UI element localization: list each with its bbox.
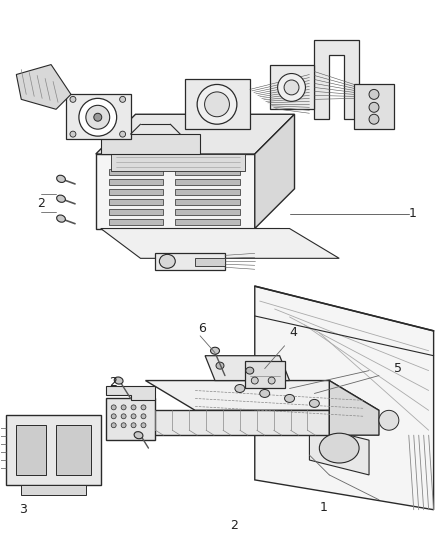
Polygon shape: [205, 356, 290, 381]
Bar: [109, 189, 163, 195]
Ellipse shape: [131, 414, 136, 419]
Ellipse shape: [141, 405, 146, 410]
Bar: [109, 179, 163, 185]
Ellipse shape: [70, 96, 76, 102]
Polygon shape: [101, 134, 200, 154]
Polygon shape: [185, 79, 250, 129]
Polygon shape: [7, 415, 101, 485]
Ellipse shape: [111, 405, 116, 410]
Ellipse shape: [369, 90, 379, 99]
Bar: [109, 208, 163, 215]
Ellipse shape: [111, 414, 116, 419]
Polygon shape: [21, 485, 86, 495]
Polygon shape: [106, 399, 155, 440]
Bar: [109, 169, 163, 175]
Bar: [175, 189, 240, 195]
Ellipse shape: [131, 423, 136, 428]
Ellipse shape: [70, 131, 76, 137]
Ellipse shape: [57, 215, 65, 222]
Ellipse shape: [309, 399, 319, 407]
Bar: [175, 199, 240, 205]
Bar: [175, 208, 240, 215]
Ellipse shape: [114, 377, 123, 384]
Ellipse shape: [141, 414, 146, 419]
Ellipse shape: [216, 362, 224, 369]
Ellipse shape: [141, 423, 146, 428]
Polygon shape: [120, 229, 300, 244]
Bar: [175, 219, 240, 224]
Polygon shape: [145, 410, 329, 435]
Text: 3: 3: [19, 503, 27, 516]
Polygon shape: [245, 361, 285, 389]
Text: 1: 1: [319, 501, 327, 514]
Ellipse shape: [79, 99, 117, 136]
Ellipse shape: [284, 80, 299, 95]
Polygon shape: [16, 64, 71, 109]
Text: 6: 6: [198, 322, 206, 335]
Polygon shape: [314, 40, 359, 119]
Ellipse shape: [197, 84, 237, 124]
Bar: [175, 169, 240, 175]
Polygon shape: [96, 114, 294, 154]
Polygon shape: [96, 154, 255, 229]
Ellipse shape: [121, 405, 126, 410]
Ellipse shape: [205, 92, 230, 117]
Ellipse shape: [57, 195, 65, 203]
Ellipse shape: [57, 175, 65, 182]
Text: 5: 5: [394, 362, 402, 375]
Ellipse shape: [278, 74, 305, 101]
Ellipse shape: [211, 348, 219, 354]
Ellipse shape: [235, 384, 245, 392]
Bar: [109, 199, 163, 205]
Ellipse shape: [379, 410, 399, 430]
Bar: [175, 179, 240, 185]
Polygon shape: [329, 381, 379, 435]
Ellipse shape: [159, 254, 175, 268]
Polygon shape: [56, 425, 91, 475]
Ellipse shape: [131, 405, 136, 410]
Polygon shape: [16, 425, 46, 475]
Polygon shape: [270, 64, 314, 109]
Polygon shape: [309, 425, 369, 475]
Text: 2: 2: [109, 376, 117, 389]
Polygon shape: [145, 381, 379, 410]
Ellipse shape: [319, 433, 359, 463]
Bar: [111, 154, 245, 171]
Polygon shape: [106, 385, 155, 400]
Ellipse shape: [121, 423, 126, 428]
Ellipse shape: [120, 131, 126, 137]
Polygon shape: [354, 84, 394, 129]
Ellipse shape: [268, 377, 275, 384]
Ellipse shape: [94, 114, 102, 121]
Ellipse shape: [120, 96, 126, 102]
Polygon shape: [255, 114, 294, 229]
Ellipse shape: [111, 423, 116, 428]
Ellipse shape: [369, 102, 379, 112]
Polygon shape: [101, 229, 339, 259]
Ellipse shape: [251, 377, 258, 384]
Ellipse shape: [285, 394, 294, 402]
Text: 4: 4: [290, 326, 297, 340]
Text: 2: 2: [37, 197, 45, 210]
Polygon shape: [155, 253, 225, 270]
Ellipse shape: [121, 414, 126, 419]
Text: 2: 2: [230, 519, 238, 532]
Ellipse shape: [134, 432, 143, 439]
Text: 1: 1: [409, 207, 417, 220]
Polygon shape: [195, 259, 225, 266]
Polygon shape: [255, 286, 434, 510]
Ellipse shape: [260, 390, 270, 398]
Ellipse shape: [369, 114, 379, 124]
Polygon shape: [66, 94, 131, 139]
Ellipse shape: [246, 367, 254, 374]
Ellipse shape: [86, 106, 110, 129]
Bar: [109, 219, 163, 224]
